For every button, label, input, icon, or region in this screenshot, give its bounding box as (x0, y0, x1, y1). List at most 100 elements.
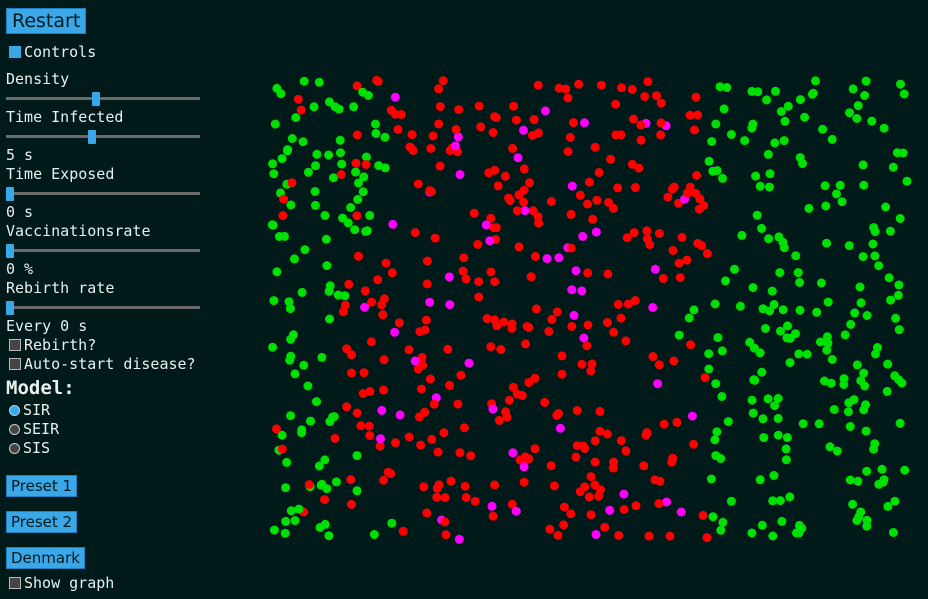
agent-dot (843, 407, 853, 417)
agent-dot (451, 125, 461, 134)
agent-dot (675, 273, 685, 283)
agent-dot (627, 84, 637, 94)
model-option-sis[interactable]: SIS (9, 439, 50, 457)
rebirth-toggle[interactable]: Rebirth? (9, 336, 96, 354)
agent-dot (715, 82, 725, 92)
agent-dot (474, 101, 484, 111)
agent-dot (636, 120, 646, 130)
agent-dot (645, 240, 655, 250)
denmark-button[interactable]: Denmark (6, 547, 85, 569)
restart-button[interactable]: Restart (6, 8, 87, 34)
preset-2-button[interactable]: Preset 2 (6, 511, 78, 533)
agent-dot (629, 228, 639, 238)
agent-dot (365, 386, 375, 396)
model-option-label: SEIR (23, 420, 60, 438)
density-slider-thumb[interactable] (92, 92, 100, 106)
autostart-checkbox[interactable] (9, 358, 21, 370)
agent-dot (856, 376, 866, 386)
agent-dot (858, 252, 868, 262)
time-exposed-slider-thumb[interactable] (6, 187, 14, 201)
agent-dot (419, 482, 429, 492)
agent-dot (519, 477, 529, 487)
time-infected-slider-thumb[interactable] (88, 130, 96, 144)
agent-dot (800, 112, 810, 122)
autostart-toggle[interactable]: Auto-start disease? (9, 355, 196, 373)
controls-label: Controls (24, 43, 97, 61)
agent-dot (572, 441, 582, 451)
model-option-sir[interactable]: SIR (9, 401, 50, 419)
agent-dot (504, 395, 514, 405)
agent-dot (338, 307, 348, 317)
agent-dot (430, 233, 440, 243)
agent-dot (320, 495, 330, 505)
agent-dot (783, 101, 793, 111)
agent-dot (276, 89, 286, 99)
show-graph-checkbox[interactable] (9, 577, 21, 589)
agent-dot (461, 274, 471, 284)
time-exposed-slider[interactable] (6, 187, 200, 201)
agent-dot (509, 101, 519, 111)
agent-dot (352, 408, 362, 418)
agent-dot (410, 356, 420, 366)
agent-dot (309, 102, 319, 112)
agent-dot (303, 381, 313, 391)
agent-dot (590, 457, 600, 467)
agent-dot (410, 228, 420, 238)
model-option-seir[interactable]: SEIR (9, 420, 59, 438)
agent-dot (697, 241, 707, 251)
radio-seir[interactable] (9, 423, 20, 435)
agent-dot (710, 299, 720, 309)
agent-dot (730, 264, 739, 274)
agent-dot (611, 99, 621, 109)
agent-dot (712, 166, 722, 176)
agent-dot (591, 530, 601, 539)
agent-dot (781, 455, 791, 465)
time-infected-slider[interactable] (6, 130, 200, 144)
agent-dot (577, 359, 587, 369)
agent-dot (693, 110, 703, 120)
agent-dot (286, 411, 296, 421)
agent-dot (606, 154, 616, 164)
agent-dot (390, 92, 400, 102)
rebirth-checkbox[interactable] (9, 339, 21, 351)
radio-sis[interactable] (9, 442, 20, 454)
vaccination-slider[interactable] (6, 244, 200, 258)
agent-dot (335, 135, 345, 145)
radio-sir[interactable] (9, 404, 20, 416)
controls-checkbox[interactable] (9, 46, 21, 58)
preset-1-button[interactable]: Preset 1 (6, 475, 78, 497)
agent-dot (884, 273, 894, 283)
agent-dot (795, 305, 805, 315)
agent-dot (893, 290, 903, 300)
agent-dot (773, 413, 783, 423)
agent-dot (440, 517, 450, 527)
agent-dot (690, 125, 699, 135)
agent-dot (779, 243, 789, 253)
density-slider[interactable] (6, 92, 200, 106)
agent-dot (435, 161, 445, 171)
agent-dot (289, 254, 299, 264)
simulation-canvas[interactable] (260, 70, 920, 550)
show-graph-toggle[interactable]: Show graph (9, 574, 114, 592)
agent-dot (378, 310, 388, 320)
vaccination-slider-thumb[interactable] (6, 244, 14, 258)
agent-dot (508, 143, 518, 153)
agent-dot (490, 480, 500, 490)
rebirth-rate-slider-thumb[interactable] (6, 301, 14, 315)
controls-toggle[interactable]: Controls (9, 43, 96, 61)
agent-dot (314, 77, 324, 87)
agent-dot (770, 138, 780, 148)
agent-dot (435, 102, 445, 112)
agent-dot (458, 266, 468, 276)
agent-dot (845, 108, 854, 118)
agent-dot (726, 130, 736, 139)
agent-dot (519, 185, 529, 195)
agent-dot (365, 210, 375, 220)
agent-dot (827, 355, 837, 364)
agent-dot (862, 311, 872, 320)
agent-dot (346, 499, 356, 509)
agent-dot (659, 419, 669, 429)
agent-dot (464, 358, 474, 368)
agent-dot (346, 203, 356, 212)
rebirth-rate-slider[interactable] (6, 301, 200, 315)
